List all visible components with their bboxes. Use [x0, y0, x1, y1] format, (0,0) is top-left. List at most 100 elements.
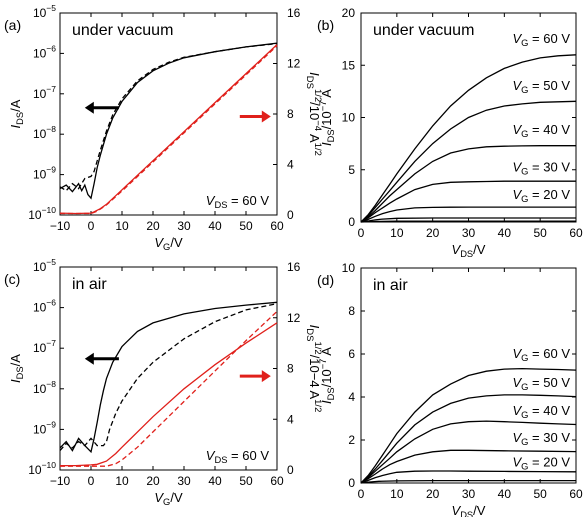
- series-line-c-0: [59, 301, 278, 454]
- y2-tick-label: 8: [287, 362, 294, 376]
- curve-label: VG = 20 V: [512, 455, 570, 472]
- y-tick-label: 10−6: [33, 43, 56, 60]
- panel-title: in air: [373, 277, 408, 294]
- series-line-c-3: [60, 310, 278, 467]
- series-line-b-1: [360, 100, 577, 223]
- y-tick-label: 10: [342, 261, 356, 275]
- curve-label: VG = 60 V: [512, 31, 570, 48]
- y-tick-label: 10−10: [28, 460, 56, 477]
- y-axis-label: IDS/10−7 A: [318, 89, 336, 146]
- x-tick-label: 60: [569, 487, 583, 501]
- y-tick-label: 4: [348, 390, 355, 404]
- curve-label: VG = 50 V: [512, 78, 570, 95]
- axis-arrowhead-left: [84, 352, 94, 365]
- series-line-b-6: [360, 220, 576, 223]
- panel-label: (b): [317, 17, 334, 33]
- series-line-b-5: [360, 217, 576, 223]
- y2-tick-label: 0: [287, 463, 294, 477]
- x-tick-label: 40: [498, 487, 512, 501]
- series-line-d-3: [360, 449, 577, 484]
- x-tick-label: 10: [115, 219, 129, 233]
- y-tick-label: 10−8: [33, 124, 56, 141]
- x-axis-label: VG/V: [154, 490, 183, 507]
- y-tick-label: 10−7: [33, 338, 56, 355]
- x-tick-label: 40: [208, 219, 222, 233]
- series-line-b-2: [360, 145, 576, 223]
- x-tick-label: 0: [88, 474, 95, 488]
- series-line-a-3: [60, 45, 278, 215]
- y-tick-label: 0: [348, 476, 355, 490]
- series-line-a-1: [59, 42, 278, 192]
- series-line-d-2: [360, 420, 577, 484]
- y2-tick-label: 16: [287, 260, 301, 274]
- y-tick-label: 5: [348, 163, 355, 177]
- y-tick-label: 15: [342, 58, 356, 72]
- x-tick-label: 30: [462, 487, 476, 501]
- y2-tick-label: 12: [287, 57, 301, 71]
- series-line-d-4: [360, 470, 577, 484]
- x-tick-label: 10: [390, 226, 404, 240]
- y2-tick-label: 4: [287, 412, 294, 426]
- y-tick-label: 10−5: [33, 3, 56, 20]
- panel-title: under vacuum: [72, 22, 173, 39]
- x-tick-label: 40: [498, 226, 512, 240]
- curve-label: VG = 60 V: [512, 346, 570, 363]
- x-tick-label: −10: [50, 219, 71, 233]
- y2-tick-label: 0: [287, 208, 294, 222]
- y-tick-label: 10−10: [28, 205, 56, 222]
- curve-label: VG = 40 V: [512, 122, 570, 139]
- x-tick-label: 20: [146, 219, 160, 233]
- x-tick-label: 30: [177, 474, 191, 488]
- y-tick-label: 10−6: [33, 298, 56, 315]
- x-tick-label: 0: [358, 487, 365, 501]
- curve-label: VG = 30 V: [512, 160, 570, 177]
- curve-label: VG = 50 V: [512, 375, 570, 392]
- y-tick-label: 10−5: [33, 257, 56, 274]
- x-tick-label: 60: [270, 474, 284, 488]
- x-tick-label: 0: [358, 226, 365, 240]
- y-tick-label: 10−7: [33, 84, 56, 101]
- curve-label: VG = 40 V: [512, 403, 570, 420]
- x-tick-label: 50: [239, 219, 253, 233]
- x-axis-label: VDS/V: [452, 242, 486, 259]
- panel-label: (d): [317, 272, 334, 288]
- curve-label: VG = 20 V: [512, 187, 570, 204]
- series-line-b-3: [360, 180, 576, 223]
- x-tick-label: 10: [115, 474, 129, 488]
- y-tick-label: 6: [348, 347, 355, 361]
- curve-label: VG = 30 V: [512, 430, 570, 447]
- panel-title: in air: [72, 276, 107, 293]
- y2-tick-label: 4: [287, 158, 294, 172]
- x-tick-label: 20: [426, 226, 440, 240]
- y-tick-label: 8: [348, 304, 355, 318]
- x-tick-label: 30: [462, 226, 476, 240]
- vds-annotation: VDS = 60 V: [206, 193, 270, 210]
- axis-arrowhead-left: [84, 101, 94, 114]
- series-line-a-0: [59, 42, 278, 200]
- y2-axis-label: IDS1/2/10−4 A1/2: [304, 325, 323, 413]
- panel-label: (a): [4, 17, 21, 33]
- x-tick-label: 60: [569, 226, 583, 240]
- x-tick-label: −10: [50, 474, 71, 488]
- y2-tick-label: 8: [287, 107, 294, 121]
- series-line-c-1: [59, 303, 278, 452]
- x-tick-label: 50: [239, 474, 253, 488]
- x-tick-label: 30: [177, 219, 191, 233]
- y-tick-label: 10−8: [33, 379, 56, 396]
- y-tick-label: 10: [342, 111, 356, 125]
- plot-frame-a: [59, 12, 278, 216]
- series-line-c-2: [60, 322, 278, 467]
- y-axis-label: IDS/A: [8, 99, 25, 128]
- y-tick-label: 10−9: [33, 419, 56, 436]
- y2-tick-label: 12: [287, 311, 301, 325]
- series-line-d-0: [360, 367, 577, 484]
- y-tick-label: 20: [342, 6, 356, 20]
- y-tick-label: 2: [348, 433, 355, 447]
- series-line-d-1: [360, 394, 577, 484]
- series-line-b-4: [360, 206, 576, 223]
- axis-arrowhead-right: [261, 110, 271, 123]
- y-axis-label: IDS/10−7 A: [318, 347, 336, 404]
- x-tick-label: 10: [390, 487, 404, 501]
- y-axis-label: IDS/A: [8, 354, 25, 383]
